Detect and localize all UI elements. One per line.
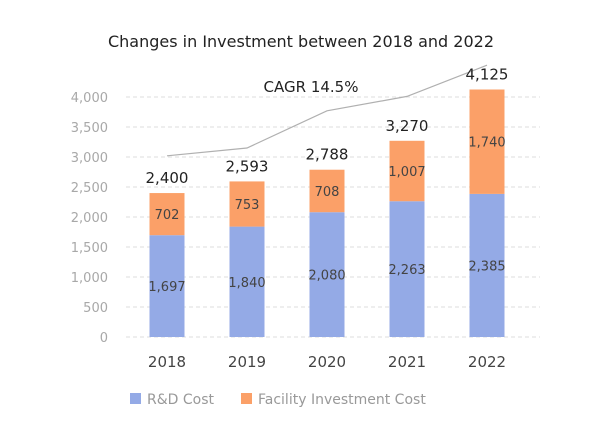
x-tick-label: 2020 [308,353,346,371]
bar-facility-investment [309,169,345,213]
data-label-facility-investment: 1,740 [468,136,505,151]
legend-label: R&D Cost [147,392,215,408]
data-label-rd-cost: 2,080 [308,269,345,284]
y-tick-label: 2,000 [71,211,108,226]
x-axis-ticks: 2018 2019 2020 2021 2022 [148,353,506,371]
y-tick-label: 4,000 [71,91,108,106]
y-tick-label: 500 [83,301,108,316]
bar-facility-investment [389,140,425,202]
legend-swatch [130,393,141,404]
data-label-facility-investment: 708 [315,185,340,200]
trend-line [166,64,488,157]
legend: R&D Cost Facility Investment Cost [130,392,426,408]
bars [149,89,505,337]
legend-swatch [241,393,252,404]
x-tick-label: 2018 [148,353,186,371]
data-labels: 1,697 702 2,400 1,840 753 2,593 2,080 708 2,788 2… [146,66,509,296]
data-label-rd-cost: 2,263 [388,263,425,278]
data-label-total: 2,593 [226,157,269,175]
bar-facility-investment [469,89,505,194]
y-tick-label: 2,500 [71,181,108,196]
data-label-total: 2,400 [146,169,189,187]
y-tick-label: 3,500 [71,121,108,136]
data-label-total: 4,125 [466,66,509,84]
x-tick-label: 2022 [468,353,506,371]
data-label-total: 3,270 [386,117,429,135]
x-tick-label: 2019 [228,353,266,371]
data-label-facility-investment: 1,007 [388,165,425,180]
data-label-facility-investment: 753 [235,198,260,213]
data-label-rd-cost: 1,840 [228,276,265,291]
bar-rd-cost [229,226,265,337]
data-label-rd-cost: 1,697 [148,280,185,295]
trend-line-group [166,64,488,157]
bar-rd-cost [469,193,505,337]
chart-title: Changes in Investment between 2018 and 2… [108,32,494,51]
bar-rd-cost [309,212,345,337]
cagr-annotation: CAGR 14.5% [264,78,359,96]
y-tick-label: 1,000 [71,271,108,286]
legend-label: Facility Investment Cost [258,392,426,408]
y-tick-label: 0 [100,331,108,346]
bar-facility-investment [229,181,265,227]
bar-rd-cost [149,235,185,337]
x-tick-label: 2021 [388,353,426,371]
data-label-rd-cost: 2,385 [468,259,505,274]
y-tick-label: 1,500 [71,241,108,256]
data-label-total: 2,788 [306,146,349,164]
data-label-facility-investment: 702 [155,208,180,223]
y-axis-ticks: 0 500 1,000 1,500 2,000 2,500 3,000 3,500 4,000 [71,91,108,346]
y-tick-label: 3,000 [71,151,108,166]
bar-facility-investment [149,193,185,236]
bar-rd-cost [389,201,425,337]
